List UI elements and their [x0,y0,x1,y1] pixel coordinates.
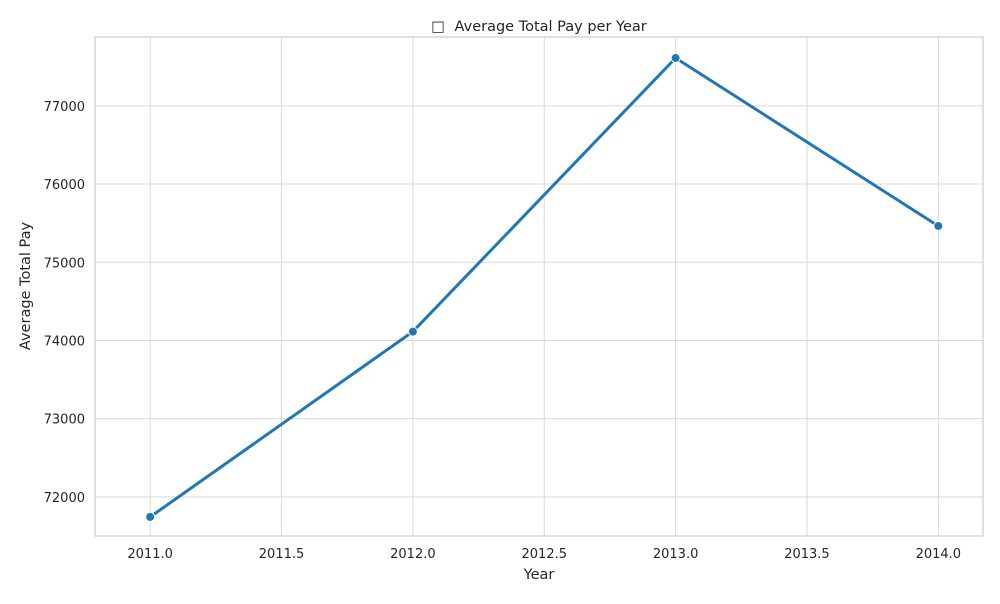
x-axis-label: Year [523,567,555,583]
x-tick-label: 2011.0 [127,547,173,562]
y-tick-label: 74000 [44,334,85,349]
x-tick-label: 2012.5 [522,547,568,562]
plot-frame [94,36,984,537]
data-point [145,511,156,522]
data-point [670,53,681,64]
x-tick-label: 2013.5 [784,547,830,562]
y-tick-label: 77000 [44,100,85,115]
x-tick-label: 2013.0 [653,547,699,562]
grid-lines [95,37,983,536]
x-axis-ticks: 2011.0 2011.5 2012.0 2012.5 2013.0 2013.5 2014… [127,547,961,562]
data-point [407,326,418,337]
y-tick-label: 76000 [44,178,85,193]
series-layer [145,53,944,522]
chart-title: □ Average Total Pay per Year [431,19,647,35]
x-tick-label: 2011.5 [259,547,305,562]
y-tick-label: 75000 [44,256,85,271]
y-axis-ticks: 72000 73000 74000 75000 76000 77000 [44,100,85,506]
series-line [148,56,940,519]
title-icon: □ [431,19,445,35]
y-tick-label: 73000 [44,413,85,428]
x-tick-label: 2014.0 [916,547,962,562]
data-point [933,220,944,231]
x-tick-label: 2012.0 [390,547,436,562]
title-text: Average Total Pay per Year [455,19,647,35]
y-tick-label: 72000 [44,491,85,506]
y-axis-label: Average Total Pay [18,221,34,350]
